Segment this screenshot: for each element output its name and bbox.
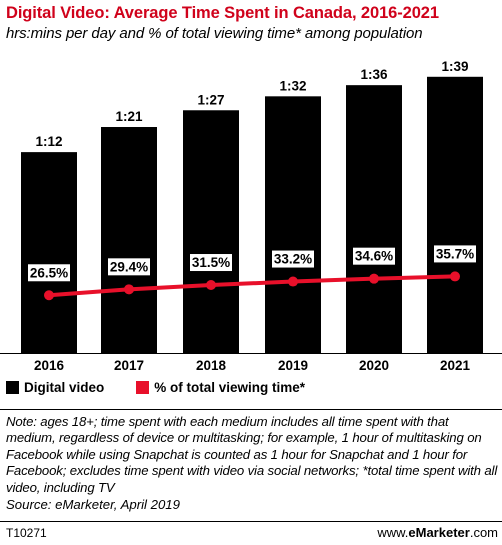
bar-2019 [265,96,321,353]
note-divider [0,409,502,410]
bar-2020 [346,85,402,353]
bar-label-2016: 1:12 [35,134,62,149]
bar-label-2021: 1:39 [441,59,468,74]
legend-label-digital-video: Digital video [24,380,105,395]
line-label-2018: 31.5% [192,255,230,270]
bar-2021 [427,76,483,353]
chart-plot: 1:12 1:21 1:27 1:32 1:36 1:39 2016 2017 2018 2019… [0,59,502,373]
line-label-bg-2019 [272,250,314,268]
legend-item-viewing-share: % of total viewing time* [136,380,305,395]
bar-label-2019: 1:32 [279,78,306,93]
line-label-2020: 34.6% [355,249,393,264]
bar-2017 [101,127,157,353]
line-label-2016: 26.5% [30,265,68,280]
line-label-bg-2017 [108,258,150,276]
line-point-2020 [369,273,379,284]
line-label-bg-2016 [28,264,70,282]
line-point-2017 [124,284,134,295]
bar-label-2018: 1:27 [197,92,224,107]
brand-prefix: www. [377,525,409,540]
line-viewing-share [47,274,457,298]
line-label-2017: 29.4% [110,259,148,274]
x-tick-2020: 2020 [359,358,389,373]
line-point-2021 [450,271,460,282]
line-label-2019: 33.2% [274,252,312,267]
x-tick-2021: 2021 [440,358,471,373]
bar-2018 [183,110,239,354]
line-label-bg-2020 [353,247,395,265]
chart-note: Note: ages 18+; time spent with each med… [6,414,498,495]
brand-name: eMarketer [408,525,470,540]
x-tick-2017: 2017 [114,358,144,373]
brand-suffix: .com [469,525,498,540]
line-label-2021: 35.7% [436,246,474,261]
legend-item-digital-video: Digital video [6,380,104,395]
x-tick-2019: 2019 [278,358,308,373]
legend-label-viewing-share: % of total viewing time* [154,380,306,395]
footer-divider [0,521,502,522]
chart-title: Digital Video: Average Time Spent in Can… [6,4,439,22]
legend: Digital video % of total viewing time* [6,380,337,395]
bar-label-2017: 1:21 [115,109,143,124]
line-point-2016 [44,290,54,301]
line-label-bg-2021 [434,245,476,263]
bar-label-2020: 1:36 [360,67,388,82]
line-point-2018 [206,280,216,291]
x-tick-2016: 2016 [34,358,65,373]
chart-subtitle: hrs:mins per day and % of total viewing … [6,25,423,42]
bar-2016 [21,152,77,353]
chart-id: T10271 [6,526,47,540]
line-label-bg-2018 [190,254,232,272]
brand-link[interactable]: www.eMarketer.com [377,525,498,540]
legend-swatch-bar [6,381,19,394]
line-point-2019 [288,276,298,287]
x-tick-2018: 2018 [196,358,227,373]
legend-swatch-line [136,381,150,394]
chart-source: Source: eMarketer, April 2019 [6,497,180,512]
